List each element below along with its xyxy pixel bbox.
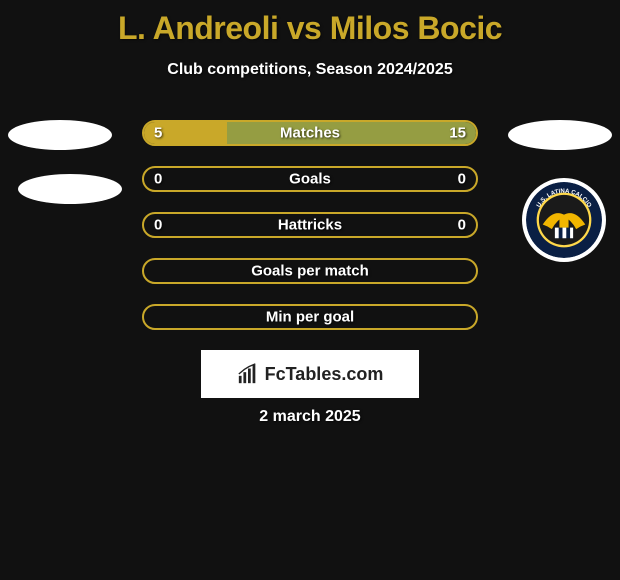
row-label: Matches — [144, 125, 476, 142]
watermark-text: FcTables.com — [265, 364, 384, 385]
page-title: L. Andreoli vs Milos Bocic — [0, 0, 620, 47]
value-right: 0 — [458, 171, 466, 188]
right-player-badge — [508, 120, 612, 150]
fctables-watermark: FcTables.com — [201, 350, 419, 398]
chart-icon — [237, 363, 259, 385]
club-stripe-3 — [570, 228, 573, 239]
value-left: 5 — [154, 125, 162, 142]
value-left: 0 — [154, 171, 162, 188]
value-right: 0 — [458, 217, 466, 234]
value-left: 0 — [154, 217, 162, 234]
row-label: Min per goal — [144, 309, 476, 326]
comparison-row: Min per goal — [0, 304, 620, 330]
row-label: Goals — [144, 171, 476, 188]
bar-wrap: Min per goal — [142, 304, 478, 330]
left-player-badge-1 — [8, 120, 112, 150]
title-text: L. Andreoli vs Milos Bocic — [118, 10, 502, 46]
value-right: 15 — [449, 125, 466, 142]
club-logo: U.S. LATINA CALCIO — [526, 182, 602, 258]
date-line: 2 march 2025 — [0, 408, 620, 426]
club-stripe-2 — [562, 228, 566, 239]
bar-wrap: Matches5 15 — [142, 120, 478, 146]
left-player-badge-2 — [18, 174, 122, 204]
bar-wrap: Goals0 0 — [142, 166, 478, 192]
club-stripe-1 — [555, 228, 559, 239]
subtitle: Club competitions, Season 2024/2025 — [0, 61, 620, 79]
bar-wrap: Goals per match — [142, 258, 478, 284]
bar-wrap: Hattricks0 0 — [142, 212, 478, 238]
comparison-row: Goals per match — [0, 258, 620, 284]
row-label: Hattricks — [144, 217, 476, 234]
club-badge: U.S. LATINA CALCIO — [522, 178, 606, 262]
row-label: Goals per match — [144, 263, 476, 280]
